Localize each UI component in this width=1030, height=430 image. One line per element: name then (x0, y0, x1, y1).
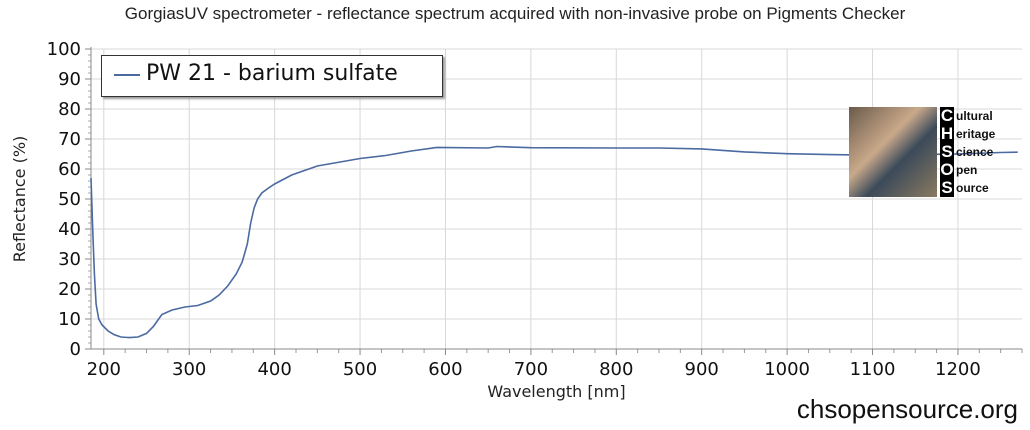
logo-letter: S (941, 178, 953, 197)
series-line (90, 145, 1018, 339)
logo-letters: C H S O S (940, 107, 954, 197)
y-tick-label: 10 (58, 309, 81, 330)
x-tick-label: 800 (599, 359, 633, 380)
logo-word: cience (956, 145, 994, 159)
chsos-logo: C H S O S ultural eritage cience pen our… (849, 107, 999, 197)
y-tick-label: 60 (58, 159, 81, 180)
logo-word: eritage (956, 127, 996, 141)
x-tick-label: 200 (87, 359, 121, 380)
logo-letter: C (940, 106, 954, 125)
x-tick-label: 1000 (764, 359, 810, 380)
y-tick-label: 40 (58, 219, 81, 240)
y-tick-label: 30 (58, 249, 81, 270)
logo-photo (849, 107, 937, 197)
logo-letter: O (940, 160, 954, 179)
x-tick-label: 400 (257, 359, 291, 380)
logo-word: pen (956, 163, 978, 177)
y-tick-label: 20 (58, 279, 81, 300)
x-tick-label: 1200 (935, 359, 981, 380)
x-tick-label: 700 (514, 359, 548, 380)
legend-label: PW 21 - barium sulfate (146, 61, 398, 86)
logo-word: ource (956, 181, 989, 195)
y-tick-label: 0 (70, 339, 81, 360)
legend-swatch (114, 74, 140, 76)
footer-url: chsopensource.org (796, 394, 1018, 424)
legend: PW 21 - barium sulfate (101, 55, 443, 97)
y-axis-label: Reflectance (%) (10, 136, 29, 263)
logo-letter: S (941, 142, 953, 161)
y-tick-label: 100 (47, 39, 81, 60)
chart-title: GorgiasUV spectrometer - reflectance spe… (124, 4, 906, 23)
x-tick-label: 1100 (850, 359, 896, 380)
logo-letter: H (940, 124, 954, 143)
x-tick-label: 500 (343, 359, 377, 380)
y-tick-label: 80 (58, 99, 81, 120)
x-axis-label: Wavelength [nm] (487, 382, 625, 401)
logo-words: ultural eritage cience pen ource (956, 107, 995, 197)
logo-word: ultural (956, 109, 993, 123)
y-tick-label: 90 (58, 69, 81, 90)
x-tick-label: 600 (428, 359, 462, 380)
y-tick-label: 70 (58, 129, 81, 150)
x-tick-label: 900 (685, 359, 719, 380)
x-tick-label: 300 (172, 359, 206, 380)
y-tick-label: 50 (58, 189, 81, 210)
